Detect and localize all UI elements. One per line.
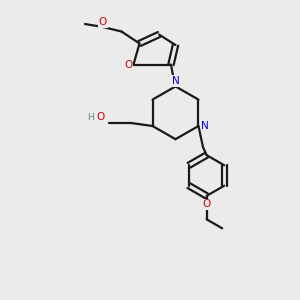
Text: N: N	[172, 76, 179, 86]
Text: O: O	[99, 17, 107, 28]
Text: H: H	[87, 112, 94, 122]
Text: O: O	[124, 59, 132, 70]
Text: O: O	[202, 199, 211, 209]
Text: O: O	[97, 112, 105, 122]
Text: N: N	[201, 121, 209, 131]
